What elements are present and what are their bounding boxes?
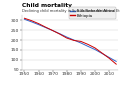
Text: Declining child mortality in Sub-Saharan Africa and Ethiopia since 1950 (from Et: Declining child mortality in Sub-Saharan… bbox=[22, 9, 120, 13]
Legend: Sub-Saharan Africa, Ethiopia: Sub-Saharan Africa, Ethiopia bbox=[69, 7, 116, 19]
Text: Child mortality: Child mortality bbox=[22, 3, 72, 8]
